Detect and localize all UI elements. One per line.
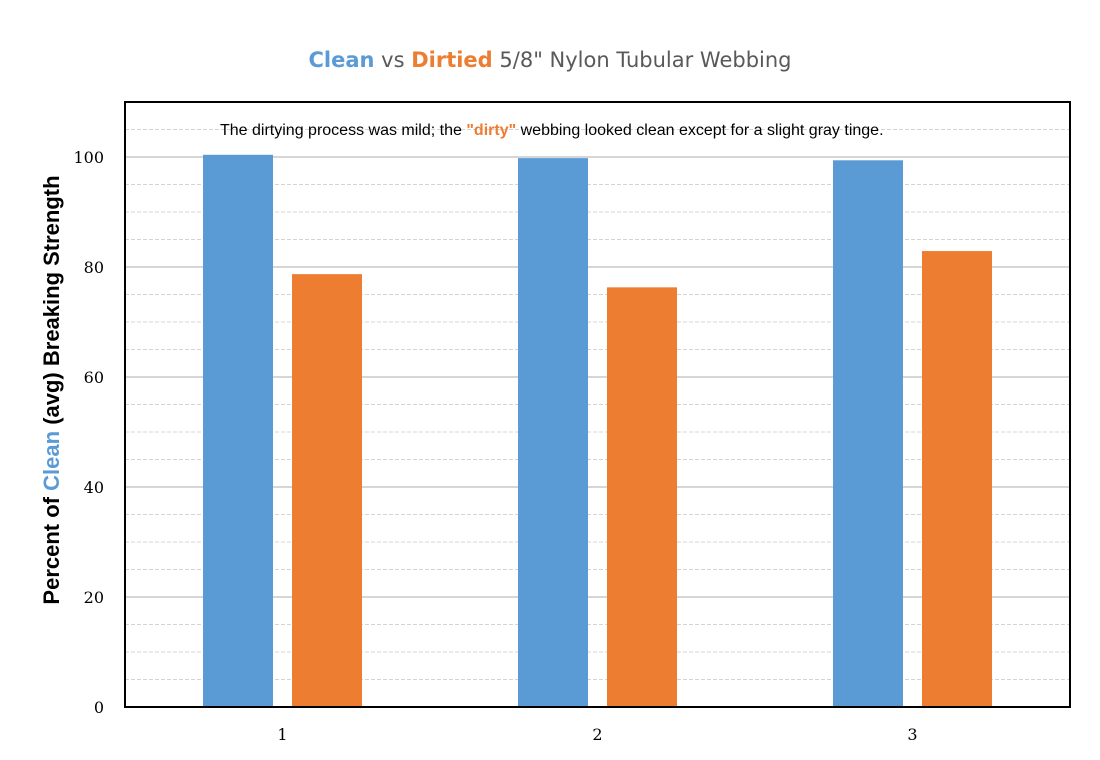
y-tick-label: 0 [94,698,104,717]
y-tick-label: 100 [73,148,104,167]
x-tick-label: 1 [277,725,287,744]
y-tick-label: 80 [84,258,104,277]
y-tick-label: 60 [84,368,104,387]
x-tick-label: 2 [592,725,602,744]
title-dirtied-word: Dirtied [411,48,493,72]
title-clean-word: Clean [308,48,375,72]
bars [203,154,992,708]
gridlines [125,129,1070,680]
x-tick-labels: 1 2 3 [277,725,917,744]
y-tick-labels: 0 20 40 60 80 100 [73,148,104,717]
annotation-suffix: webbing looked clean except for a slight… [520,122,884,139]
chart-title: Clean vs Dirtied 5/8" Nylon Tubular Webb… [0,48,1100,72]
bar-dirtied-3 [922,251,992,708]
bar-clean-2 [518,158,588,708]
chart-annotation: The dirtying process was mild; the "dirt… [220,122,884,140]
y-tick-label: 20 [84,588,104,607]
y-tick-label: 40 [84,478,104,497]
title-rest: 5/8" Nylon Tubular Webbing [499,48,792,72]
bar-clean-3 [833,160,903,708]
annotation-dirty-word: "dirty" [466,122,517,139]
plot-frame [124,101,1071,708]
bar-dirtied-2 [607,287,677,707]
bar-clean-1 [203,154,273,708]
bar-dirtied-1 [292,274,362,707]
title-vs-word: vs [381,48,405,72]
x-tick-label: 3 [907,725,917,744]
annotation-prefix: The dirtying process was mild; the [220,122,462,139]
